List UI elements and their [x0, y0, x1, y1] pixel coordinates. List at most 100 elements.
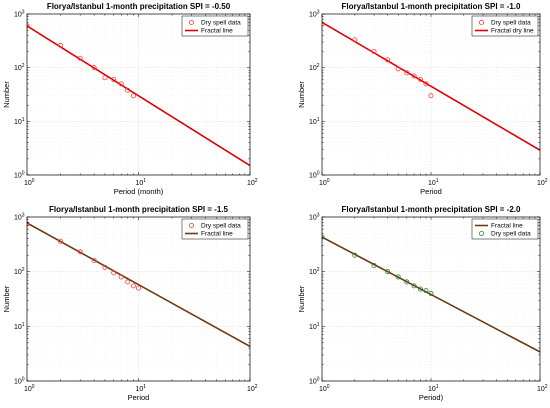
data-point — [352, 252, 358, 258]
y-tick-label: 103 — [14, 213, 25, 222]
tick-base: 10 — [24, 180, 32, 187]
data-point — [118, 274, 124, 280]
tick-exponent: 0 — [327, 384, 330, 390]
x-tick-label: 100 — [24, 178, 35, 187]
tick-exponent: 2 — [22, 267, 25, 273]
data-point — [428, 93, 434, 99]
data-point — [371, 49, 377, 55]
tick-exponent: 0 — [317, 377, 320, 383]
tick-base: 10 — [14, 119, 22, 126]
y-tick-label: 103 — [14, 10, 25, 19]
tick-base: 10 — [319, 180, 327, 187]
data-point — [428, 290, 434, 296]
tick-base: 10 — [136, 386, 144, 393]
x-tick-label: 102 — [537, 384, 548, 393]
y-tick-label: 102 — [14, 267, 25, 276]
tick-base: 10 — [136, 180, 144, 187]
y-tick-label: 101 — [309, 322, 320, 331]
tick-base: 10 — [309, 119, 317, 126]
data-point — [423, 81, 429, 87]
data-point — [411, 73, 417, 79]
axis-ticks — [26, 13, 251, 176]
data-point — [77, 55, 83, 61]
data-point — [417, 286, 423, 292]
data-point — [322, 234, 325, 240]
legend-label: Fractal line — [491, 223, 523, 230]
x-tick-label: 102 — [247, 384, 258, 393]
axis-ticks — [321, 13, 541, 176]
tick-exponent: 0 — [32, 178, 35, 184]
legend-label: Dry spell data — [201, 20, 241, 27]
x-tick-label: 101 — [136, 384, 147, 393]
plot-area — [27, 14, 250, 175]
chart-title: Florya/Istanbul 1-month precipitation SP… — [342, 2, 521, 11]
tick-exponent: 0 — [22, 171, 25, 177]
data-point — [27, 23, 30, 29]
x-axis-label: Period (month) — [114, 187, 164, 196]
tick-exponent: 1 — [317, 117, 320, 123]
series-group — [27, 221, 250, 348]
series-group — [27, 23, 250, 167]
chart-title: Florya/Istanbul 1-month precipitation SP… — [342, 205, 521, 214]
tick-exponent: 1 — [317, 322, 320, 328]
y-tick-label: 101 — [309, 117, 320, 126]
legend-box — [181, 218, 249, 240]
data-point — [135, 285, 141, 291]
legend-marker-swatch — [478, 230, 484, 236]
tick-base: 10 — [537, 386, 545, 393]
data-point — [58, 238, 64, 244]
tick-exponent: 1 — [143, 384, 146, 390]
x-tick-label: 102 — [247, 178, 258, 187]
tick-exponent: 1 — [22, 322, 25, 328]
tick-exponent: 0 — [32, 384, 35, 390]
data-point — [423, 288, 429, 294]
tick-base: 10 — [309, 324, 317, 331]
data-point — [111, 270, 117, 276]
tick-base: 10 — [14, 215, 22, 222]
tick-exponent: 1 — [436, 178, 439, 184]
y-tick-label: 103 — [309, 10, 320, 19]
tick-exponent: 1 — [22, 117, 25, 123]
tick-base: 10 — [309, 269, 317, 276]
data-point — [91, 258, 97, 264]
tick-base: 10 — [14, 379, 22, 386]
y-tick-label: 102 — [309, 267, 320, 276]
legend-marker-swatch — [478, 19, 484, 25]
legend-box — [181, 15, 249, 37]
tick-base: 10 — [428, 386, 436, 393]
tick-base: 10 — [14, 269, 22, 276]
tick-exponent: 3 — [317, 10, 320, 16]
x-axis-label: Period — [128, 393, 150, 402]
y-tick-label: 101 — [14, 322, 25, 331]
legend-marker-swatch — [188, 222, 194, 228]
axis-ticks — [26, 216, 251, 382]
data-point — [395, 66, 401, 72]
tick-base: 10 — [14, 173, 22, 180]
fractal-line — [27, 222, 250, 348]
tick-exponent: 0 — [22, 377, 25, 383]
legend-label: Fractal line — [201, 231, 233, 238]
series-group — [322, 234, 540, 353]
x-tick-label: 100 — [319, 384, 330, 393]
data-point — [102, 75, 108, 81]
tick-base: 10 — [14, 65, 22, 72]
tick-base: 10 — [309, 65, 317, 72]
data-point — [58, 42, 64, 48]
tick-exponent: 1 — [143, 178, 146, 184]
tick-base: 10 — [309, 12, 317, 19]
data-point — [118, 81, 124, 87]
tick-base: 10 — [319, 386, 327, 393]
tick-base: 10 — [14, 12, 22, 19]
data-point — [322, 21, 325, 27]
plot-area — [322, 14, 540, 175]
tick-exponent: 2 — [22, 63, 25, 69]
tick-base: 10 — [309, 215, 317, 222]
tick-exponent: 2 — [545, 178, 548, 184]
legend-box — [471, 15, 539, 37]
